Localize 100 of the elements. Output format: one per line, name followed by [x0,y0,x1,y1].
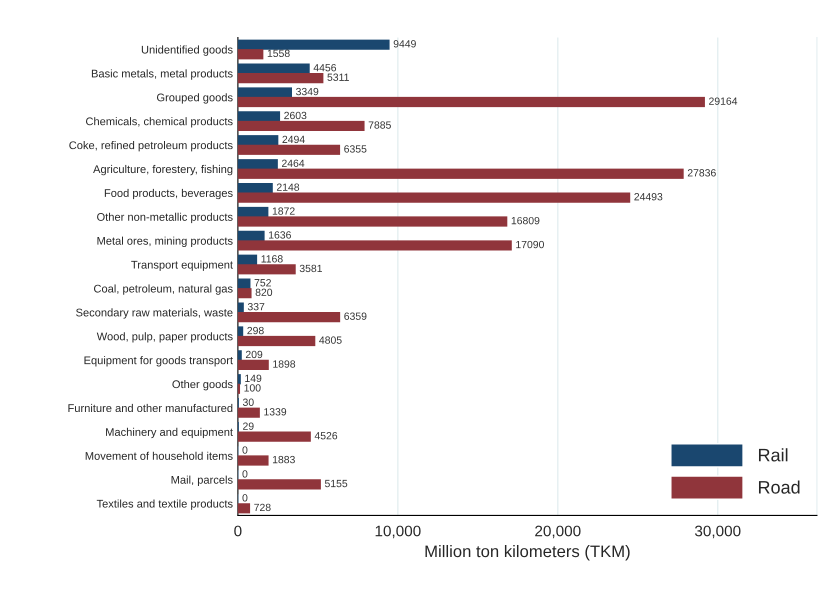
x-axis-title: Million ton kilometers (TKM) [426,544,630,561]
bar [238,432,311,442]
data-label: 17090 [516,240,544,248]
x-tick-label: 30,000 [694,526,741,538]
y-tick-label: Textiles and textile products [96,499,233,510]
bar [238,144,340,155]
bar [238,230,265,241]
y-tick-label: Equipment for goods transport [84,356,233,366]
y-tick-label: Transport equipment [131,260,233,271]
bar [238,278,250,289]
x-tick-label: 0 [234,526,242,536]
x-tick-label: 20,000 [535,526,581,538]
bar [238,49,264,60]
data-label: 100 [244,384,261,392]
data-label: 1898 [273,360,296,368]
bar [238,40,390,50]
data-label: 298 [247,326,264,334]
data-label: 16809 [512,216,540,224]
bar [238,302,244,313]
y-tick-label: Other goods [172,380,233,390]
y-tick-label: Grouped goods [156,93,233,104]
y-tick-label: Machinery and equipment [106,428,233,438]
y-tick-label: Mail, parcels [172,476,233,486]
legend-label: Rail [758,448,788,462]
data-label: 6359 [344,312,366,320]
data-label: 0 [242,470,248,478]
y-tick-label: Furniture and other manufactured [68,404,232,412]
bar [238,336,316,346]
data-label: 27836 [688,169,716,177]
data-label: 3349 [296,88,318,96]
data-label: 9449 [394,40,416,48]
bar [238,192,630,203]
data-label: 2494 [282,136,305,144]
data-label: 0 [242,494,248,502]
bar [238,240,512,251]
bar [238,63,310,74]
bar [238,206,268,218]
y-tick-label: Wood, pulp, paper products [96,332,233,343]
data-label: 752 [254,279,271,286]
bar [238,120,365,132]
data-label: 0 [242,446,248,454]
y-tick-label: Food products, beverages [104,188,233,200]
data-label: 2148 [276,183,300,191]
data-label: 1636 [269,231,291,239]
y-tick-label: Movement of household items [86,452,233,460]
bar [238,288,252,298]
data-label: 6355 [344,145,366,153]
data-label: 30 [242,398,254,406]
data-label: 5155 [324,480,348,488]
data-label: 2603 [284,112,306,120]
y-tick-label: Coke, refined petroleum products [69,141,233,152]
bar [238,455,269,466]
bar [238,159,278,170]
bar [238,503,250,514]
bar [238,408,260,418]
data-label: 337 [248,302,264,310]
data-label: 1558 [268,50,290,58]
y-tick-label: Unidentified goods [142,45,233,56]
bar [238,360,269,370]
bar [238,264,296,274]
bar [238,350,242,360]
y-tick-label: Metal ores, mining products [97,236,233,247]
bar [238,135,278,146]
bar [238,96,705,108]
data-label: 2464 [282,160,304,167]
data-label: 1339 [264,408,286,416]
data-label: 7885 [368,121,391,129]
data-label: 24493 [634,193,662,200]
bar [238,168,684,179]
data-label: 1872 [272,207,295,215]
bar [238,87,292,98]
data-label: 3581 [300,264,322,272]
data-label: 1883 [272,456,295,464]
y-tick-label: Coal, petroleum, natural gas [94,284,233,295]
data-label: 4526 [314,432,338,440]
bar [238,374,241,384]
data-label: 29164 [709,97,738,105]
legend-label: Road [758,480,800,494]
data-label: 29 [243,422,254,430]
data-label: 1168 [262,255,283,263]
bar [238,254,258,265]
y-tick-label: Agriculture, forestery, fishing [93,164,232,176]
data-label: 4805 [319,336,342,344]
data-label: 209 [246,350,262,358]
y-tick-label: Other non-metallic products [97,212,233,224]
y-tick-label: Chemicals, chemical products [86,117,233,128]
bar [238,111,280,122]
bar [238,479,321,490]
data-label: 728 [254,504,271,512]
data-label: 5311 [327,74,349,81]
y-tick-label: Basic metals, metal products [92,69,233,80]
bar [238,216,508,227]
data-label: 4456 [314,64,336,72]
data-label: 820 [256,288,272,296]
y-tick-label: Secondary raw materials, waste [76,308,233,319]
bar [238,73,324,84]
bar [238,312,340,322]
bar [238,182,273,194]
x-tick-label: 10,000 [376,526,421,538]
data-label: 149 [245,374,262,382]
